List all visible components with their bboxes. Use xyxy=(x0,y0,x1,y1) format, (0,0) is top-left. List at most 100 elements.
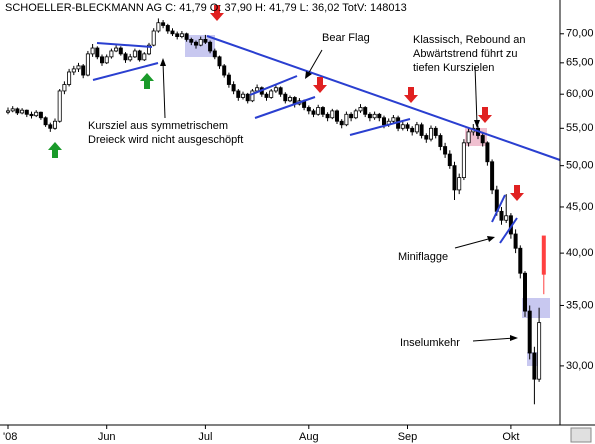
candle-body xyxy=(118,47,123,55)
candle-body xyxy=(175,33,180,37)
candle-body xyxy=(480,135,485,144)
candle-body xyxy=(184,33,189,40)
candle-body xyxy=(193,41,198,46)
candle-body xyxy=(212,50,217,58)
candle-body xyxy=(287,97,292,102)
candle-body xyxy=(240,93,245,98)
red-arrow xyxy=(210,5,224,21)
y-tick-label: 30,00 xyxy=(566,360,594,372)
candle-body xyxy=(189,39,194,43)
candle-body xyxy=(67,71,72,85)
candle-body xyxy=(85,53,90,76)
candle-body xyxy=(358,107,363,112)
candle-body xyxy=(306,107,311,112)
pointer-head xyxy=(305,71,312,79)
y-tick-label: 70,00 xyxy=(566,28,594,40)
candle-body xyxy=(146,44,151,55)
pointer-head xyxy=(487,236,495,242)
green-arrow xyxy=(140,73,154,89)
candle-body xyxy=(245,93,250,102)
candle-body xyxy=(433,127,438,136)
signal-arrows xyxy=(48,5,524,201)
red-arrow xyxy=(510,185,524,201)
candle-body xyxy=(81,65,86,76)
candle-body xyxy=(6,110,11,113)
candle-body xyxy=(170,30,175,35)
candle-body xyxy=(29,113,34,117)
candle-body xyxy=(372,113,377,119)
trend-line xyxy=(491,194,506,223)
candle-body xyxy=(513,233,518,249)
candle-body xyxy=(419,124,424,136)
pointer xyxy=(454,237,493,249)
red-arrow xyxy=(404,87,418,103)
candle-body xyxy=(485,142,490,163)
annotation: Abwärtstrend führt zu xyxy=(413,48,518,60)
corner-icon xyxy=(570,427,592,443)
candle-body xyxy=(518,247,523,274)
candle-body xyxy=(541,235,546,275)
annotation: Dreieck wird nicht ausgeschöpft xyxy=(88,134,243,146)
candle-body xyxy=(424,135,429,140)
x-tick-label: Jun xyxy=(98,431,116,443)
trend-line xyxy=(206,35,561,161)
candle-body xyxy=(325,113,330,119)
candle-body xyxy=(161,22,166,26)
pointer xyxy=(306,49,323,77)
annotation: Inselumkehr xyxy=(400,337,460,349)
trend-line xyxy=(499,217,518,244)
candle-body xyxy=(255,87,260,92)
candle-body xyxy=(334,110,339,122)
candle-body xyxy=(10,108,15,112)
candle-body xyxy=(24,109,29,115)
candle-body xyxy=(532,352,537,380)
candle-body xyxy=(62,84,67,92)
x-tick-label: '08 xyxy=(3,431,17,443)
candle-body xyxy=(137,50,142,61)
annotation: Miniflagge xyxy=(398,251,448,263)
candle-body xyxy=(320,107,325,115)
candle-body xyxy=(377,113,382,119)
candle-body xyxy=(367,113,372,119)
y-tick-label: 45,00 xyxy=(566,201,594,213)
candle-body xyxy=(523,272,528,312)
candle-body xyxy=(43,117,48,126)
x-tick-label: Sep xyxy=(398,431,418,443)
pointer xyxy=(472,337,515,342)
candle-body xyxy=(353,110,358,119)
candle-body xyxy=(226,74,231,85)
candle-body xyxy=(405,124,410,129)
candle-body xyxy=(76,65,81,70)
candle-body xyxy=(466,131,471,144)
annotation: Bear Flag xyxy=(322,32,370,44)
trend-line xyxy=(96,42,153,48)
y-tick-label: 35,00 xyxy=(566,299,594,311)
candle-body xyxy=(128,56,133,61)
candle-body xyxy=(269,90,274,98)
pointer-head xyxy=(160,58,166,66)
candle-body xyxy=(48,124,53,129)
candle-body xyxy=(504,215,509,221)
candle-body xyxy=(165,25,170,32)
trend-line xyxy=(92,62,159,81)
candle-body xyxy=(537,322,542,380)
candle-body xyxy=(344,113,349,126)
candle-body xyxy=(100,56,105,64)
annotation: tiefen Kurszielen xyxy=(413,62,494,74)
candle-body xyxy=(443,146,448,155)
candle-body xyxy=(391,117,396,122)
candle-body xyxy=(217,56,222,67)
candle-body xyxy=(316,107,321,115)
trend-line xyxy=(254,96,316,119)
pointer xyxy=(162,61,166,119)
candle-body xyxy=(151,30,156,46)
candle-body xyxy=(34,111,39,117)
chart-title: SCHOELLER-BLECKMANN AG C: 41,79 O: 37,90… xyxy=(5,2,407,14)
red-arrow xyxy=(313,77,327,93)
candle-body xyxy=(339,120,344,126)
y-tick-label: 65,00 xyxy=(566,57,594,69)
candle-body xyxy=(114,47,119,52)
candle-body xyxy=(330,110,335,119)
